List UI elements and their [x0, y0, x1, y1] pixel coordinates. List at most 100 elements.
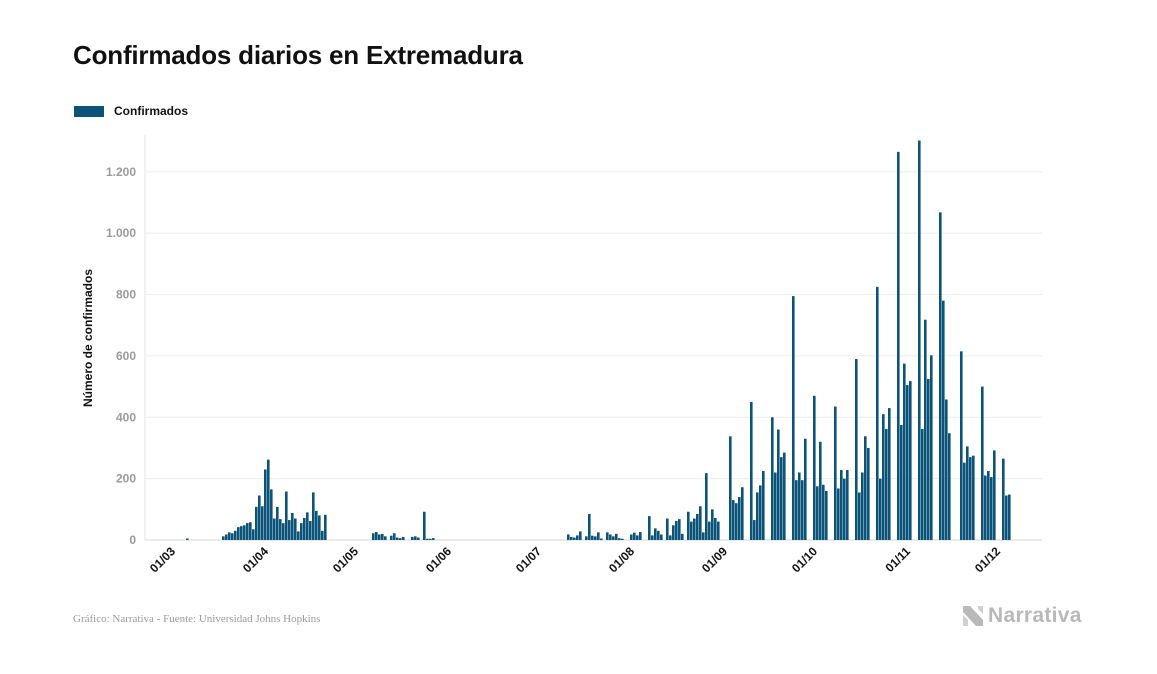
- bar: [948, 433, 951, 540]
- legend-swatch: [74, 105, 104, 117]
- bar: [750, 401, 753, 540]
- bar: [240, 526, 243, 540]
- x-tick-label: 01/03: [147, 544, 178, 575]
- bar: [666, 518, 669, 540]
- bar: [876, 286, 879, 541]
- bar: [621, 538, 624, 540]
- bar: [246, 523, 249, 541]
- bar: [576, 535, 579, 540]
- bar: [681, 533, 684, 540]
- bar: [939, 212, 942, 540]
- x-tick-label: 01/05: [330, 544, 361, 575]
- bar: [393, 533, 396, 540]
- y-tick-labels: 0 200 400 600 800 1.000 1.200: [106, 165, 136, 547]
- bar: [1005, 495, 1008, 540]
- bar: [771, 417, 774, 540]
- bar: [861, 472, 864, 540]
- bar: [228, 532, 231, 540]
- bar: [324, 514, 327, 540]
- y-tick-label: 1.200: [106, 165, 136, 179]
- bar: [714, 517, 717, 540]
- bar: [378, 534, 381, 540]
- bar: [942, 300, 945, 540]
- bar: [606, 532, 609, 540]
- bar: [753, 520, 756, 540]
- y-tick-label: 1.000: [106, 226, 136, 240]
- bar: [258, 495, 261, 540]
- bar: [600, 538, 603, 540]
- bar: [756, 492, 759, 540]
- bar: [819, 441, 822, 540]
- bar: [795, 480, 798, 540]
- bar: [279, 519, 282, 540]
- bar: [945, 399, 948, 540]
- bar: [573, 537, 576, 540]
- bar: [918, 140, 921, 540]
- bar: [381, 533, 384, 540]
- legend: Confirmados: [74, 104, 188, 118]
- bar: [297, 531, 300, 540]
- x-tick-label: 01/11: [882, 544, 913, 575]
- bar: [708, 521, 711, 540]
- bar: [774, 472, 777, 540]
- bar: [267, 459, 270, 540]
- bar: [960, 351, 963, 540]
- bar: [303, 517, 306, 540]
- bar: [987, 470, 990, 540]
- bar: [702, 532, 705, 540]
- bar: [777, 429, 780, 540]
- bar: [717, 521, 720, 540]
- bar: [825, 490, 828, 540]
- bar: [972, 455, 975, 541]
- bar: [612, 536, 615, 540]
- bar: [306, 512, 309, 540]
- bar: [888, 408, 891, 540]
- bar: [711, 509, 714, 540]
- bar: [417, 537, 420, 540]
- bar: [570, 536, 573, 540]
- bar: [273, 518, 276, 540]
- bar: [633, 532, 636, 540]
- bar: [969, 457, 972, 540]
- bar: [636, 535, 639, 540]
- y-tick-label: 200: [116, 472, 136, 486]
- y-tick-label: 600: [116, 349, 136, 363]
- bar: [651, 535, 654, 540]
- bar: [426, 538, 429, 540]
- x-tick-label: 01/04: [240, 544, 271, 575]
- bar: [399, 538, 402, 540]
- bar: [594, 536, 597, 540]
- bar: [924, 319, 927, 540]
- bar: [840, 470, 843, 540]
- bar: [291, 513, 294, 540]
- source-note: Gráfico: Narrativa - Fuente: Universidad…: [73, 613, 321, 625]
- bar: [591, 535, 594, 540]
- bar: [843, 478, 846, 540]
- y-tick-label: 800: [116, 288, 136, 302]
- bar: [282, 523, 285, 541]
- bar: [801, 480, 804, 540]
- bar: [867, 447, 870, 540]
- x-tick-label: 01/09: [699, 544, 730, 575]
- bar: [429, 538, 432, 540]
- bar: [672, 525, 675, 540]
- bar: [585, 536, 588, 540]
- bar: [984, 475, 987, 540]
- bar: [993, 450, 996, 540]
- bar: [855, 358, 858, 540]
- bar: [741, 487, 744, 540]
- bar: [897, 151, 900, 541]
- bar: [630, 534, 633, 540]
- bar: [696, 513, 699, 540]
- bar: [759, 485, 762, 540]
- x-tick-label: 01/10: [789, 544, 820, 575]
- bar: [618, 538, 621, 540]
- bar: [729, 436, 732, 540]
- bar: [384, 536, 387, 540]
- bar: [312, 492, 315, 540]
- bar: [1002, 458, 1005, 540]
- bar: [648, 516, 651, 540]
- bar: [966, 446, 969, 540]
- y-tick-label: 400: [116, 410, 136, 424]
